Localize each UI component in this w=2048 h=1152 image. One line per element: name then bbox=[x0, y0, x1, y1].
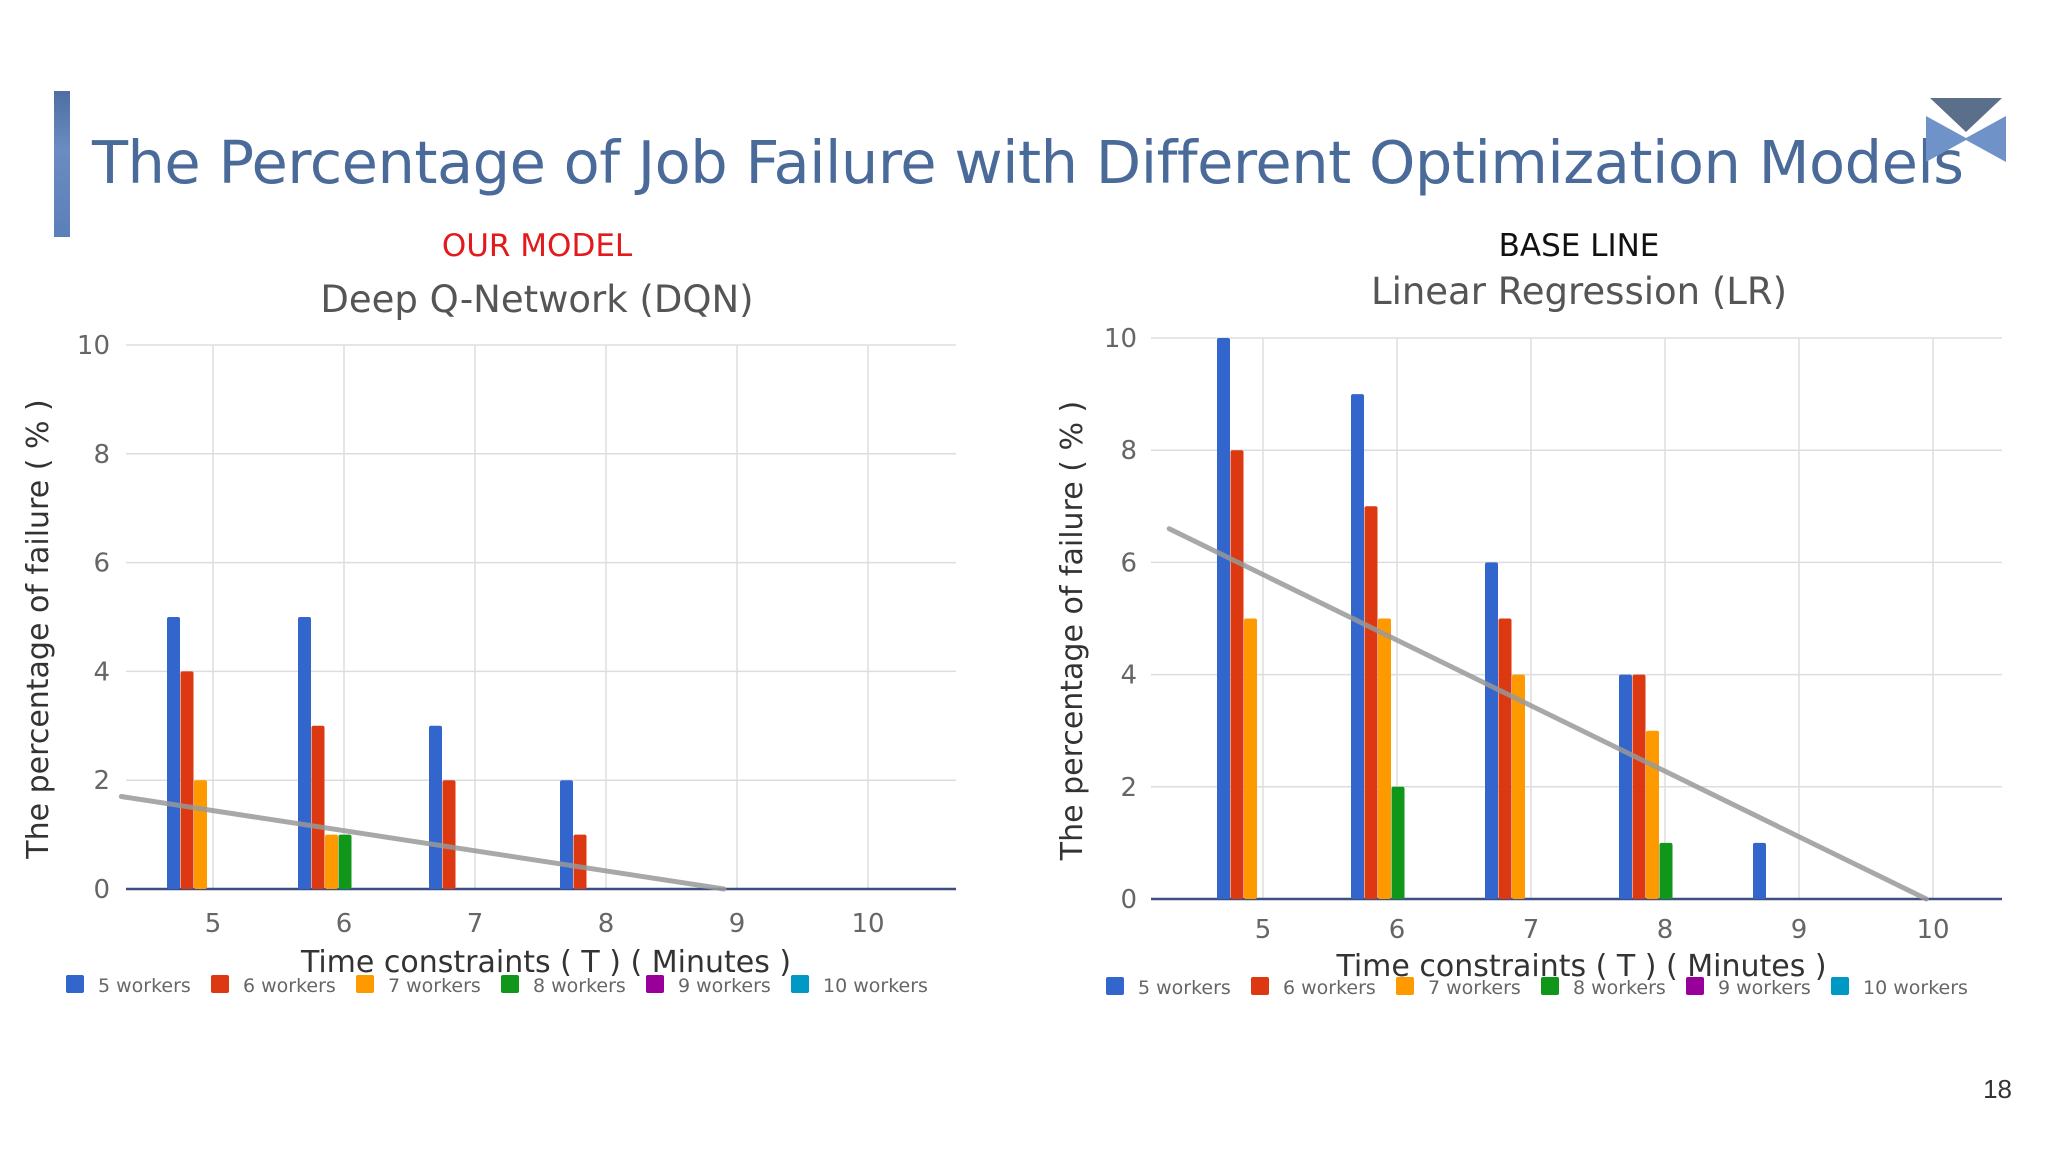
y-tick-label: 0 bbox=[1120, 885, 1137, 915]
page-number: 18 bbox=[1983, 1074, 2012, 1104]
bar bbox=[1230, 450, 1244, 899]
x-axis-label: Time constraints ( T ) ( Minutes ) bbox=[300, 945, 791, 980]
bar bbox=[1632, 674, 1646, 899]
chart-label-our-model: OUR MODEL bbox=[441, 228, 633, 264]
legend-swatch bbox=[501, 975, 519, 993]
chart-title-dqn: Deep Q-Network (DQN) bbox=[320, 278, 754, 321]
legend-label: 5 workers bbox=[1138, 977, 1231, 999]
chart-canvas-lr: 0 2 4 6 8 10 5 6 7 8 9 10 Time constraints ( T ) ( M… bbox=[1055, 324, 2002, 999]
bar bbox=[298, 617, 311, 889]
legend-label: 9 workers bbox=[1718, 977, 1811, 999]
bar bbox=[194, 780, 207, 889]
legend-swatch bbox=[356, 975, 374, 993]
legend-swatch bbox=[66, 975, 84, 993]
y-tick-label: 10 bbox=[77, 331, 110, 361]
legend-swatch bbox=[211, 975, 229, 993]
y-tick-label: 2 bbox=[1120, 773, 1137, 803]
trendline bbox=[1166, 526, 1929, 902]
x-tick-label: 7 bbox=[467, 909, 484, 939]
legend-label: 7 workers bbox=[1428, 977, 1521, 999]
y-tick-label: 6 bbox=[93, 549, 110, 579]
legend-label: 8 workers bbox=[1573, 977, 1666, 999]
title-accent-bar bbox=[54, 91, 70, 237]
legend-swatch bbox=[1396, 977, 1414, 995]
y-tick-label: 8 bbox=[1120, 436, 1137, 466]
x-tick-label: 5 bbox=[1255, 915, 1272, 945]
x-axis-label: Time constraints ( T ) ( Minutes ) bbox=[1335, 949, 1826, 984]
y-tick-label: 4 bbox=[1120, 661, 1137, 691]
chart-title-lr: Linear Regression (LR) bbox=[1370, 270, 1788, 313]
y-tick-label: 4 bbox=[93, 657, 110, 687]
y-tick-label: 2 bbox=[93, 766, 110, 796]
bar bbox=[1646, 730, 1659, 899]
y-tick-label: 8 bbox=[93, 440, 110, 470]
bar bbox=[1217, 338, 1230, 899]
bar bbox=[311, 725, 325, 889]
bar bbox=[1364, 506, 1378, 899]
bar bbox=[1351, 394, 1364, 899]
legend-swatch bbox=[646, 975, 664, 993]
bar bbox=[1498, 618, 1512, 899]
x-tick-label: 9 bbox=[729, 909, 746, 939]
bar bbox=[1485, 562, 1498, 899]
legend-swatch bbox=[1541, 977, 1559, 995]
legend-swatch bbox=[1831, 977, 1849, 995]
x-tick-label: 6 bbox=[336, 909, 353, 939]
legend-swatch bbox=[1251, 977, 1269, 995]
chevron-logo-icon bbox=[1926, 98, 2006, 162]
y-axis-label: The percentage of failure ( % ) bbox=[1055, 401, 1090, 861]
slide-title: The Percentage of Job Failure with Diffe… bbox=[92, 128, 1964, 197]
y-axis-label: The percentage of failure ( % ) bbox=[21, 399, 56, 859]
bar bbox=[167, 617, 180, 889]
chart-label-base-line: BASE LINE bbox=[1498, 228, 1660, 264]
legend-label: 5 workers bbox=[98, 975, 191, 997]
legend-label: 8 workers bbox=[533, 975, 626, 997]
bar bbox=[1391, 786, 1405, 899]
legend-swatch bbox=[1106, 977, 1124, 995]
y-tick-label: 6 bbox=[1120, 548, 1137, 578]
bar bbox=[573, 834, 587, 889]
bar bbox=[1619, 674, 1632, 899]
x-tick-label: 7 bbox=[1523, 915, 1540, 945]
x-tick-label: 9 bbox=[1791, 915, 1808, 945]
bar bbox=[442, 780, 456, 889]
bar bbox=[1659, 842, 1673, 899]
x-tick-label: 6 bbox=[1389, 915, 1406, 945]
y-tick-label: 0 bbox=[93, 875, 110, 905]
legend-label: 9 workers bbox=[678, 975, 771, 997]
bar bbox=[1244, 618, 1257, 899]
legend-label: 6 workers bbox=[243, 975, 336, 997]
bar bbox=[560, 780, 573, 889]
bar bbox=[325, 834, 338, 889]
legend-label: 6 workers bbox=[1283, 977, 1376, 999]
x-tick-label: 5 bbox=[205, 909, 222, 939]
legend-label: 10 workers bbox=[1863, 977, 1968, 999]
legend-label: 7 workers bbox=[388, 975, 481, 997]
bar bbox=[1512, 674, 1525, 899]
legend-label: 10 workers bbox=[823, 975, 928, 997]
legend-swatch bbox=[1686, 977, 1704, 995]
x-tick-label: 8 bbox=[1657, 915, 1674, 945]
bar bbox=[1378, 618, 1391, 899]
legend-swatch bbox=[791, 975, 809, 993]
chart-canvas-dqn: 0 2 4 6 8 10 5 6 7 8 9 10 Time constraints ( T ) ( M… bbox=[21, 331, 956, 997]
bar bbox=[1753, 842, 1766, 899]
bar bbox=[338, 834, 352, 889]
x-tick-label: 10 bbox=[1916, 915, 1949, 945]
bar bbox=[180, 671, 194, 889]
x-tick-label: 10 bbox=[851, 909, 884, 939]
y-tick-label: 10 bbox=[1104, 324, 1137, 354]
bar bbox=[429, 725, 442, 889]
x-tick-label: 8 bbox=[598, 909, 615, 939]
trendline bbox=[118, 794, 727, 892]
